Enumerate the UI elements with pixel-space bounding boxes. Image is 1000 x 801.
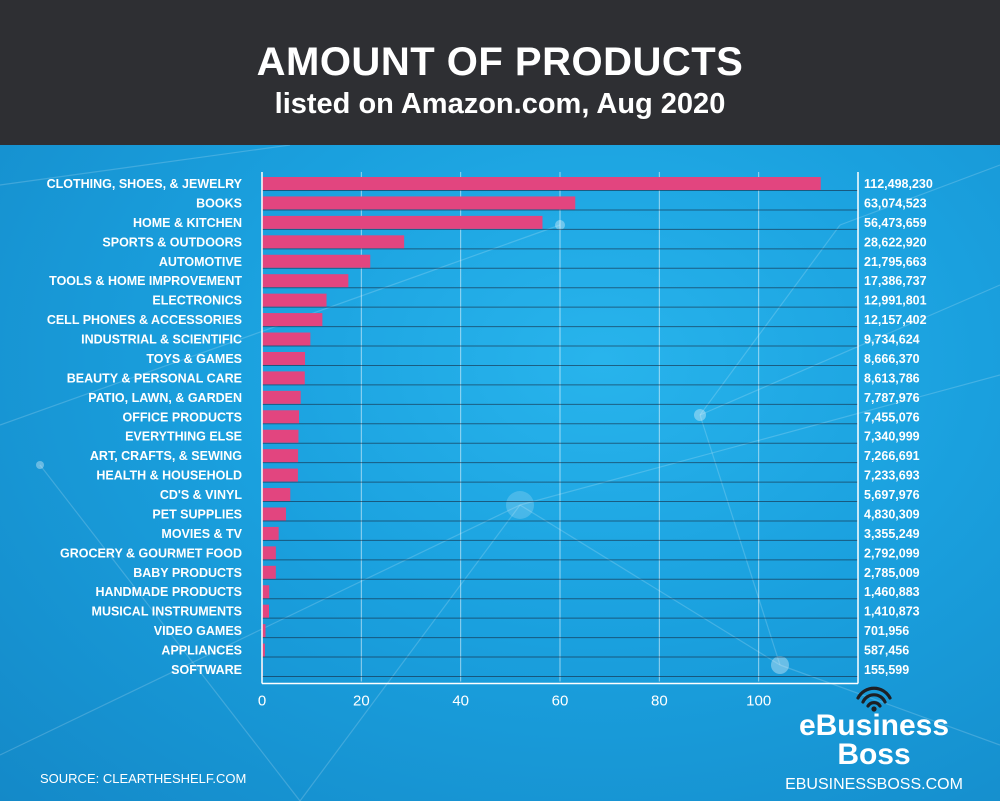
value-label: 2,792,099 — [864, 546, 920, 560]
category-label: ART, CRAFTS, & SEWING — [90, 449, 242, 463]
x-tick-label: 80 — [651, 693, 668, 710]
brand-name-line-2: Boss — [837, 738, 911, 771]
value-label: 9,734,624 — [864, 333, 920, 347]
category-label: VIDEO GAMES — [154, 624, 242, 638]
category-label: GROCERY & GOURMET FOOD — [60, 546, 242, 560]
bar — [262, 565, 276, 579]
bar — [262, 332, 311, 346]
x-tick-label: 100 — [746, 693, 771, 710]
background-network-pattern — [0, 145, 1000, 801]
bar — [262, 254, 371, 268]
value-label: 8,666,370 — [864, 352, 920, 366]
value-label: 28,622,920 — [864, 235, 927, 249]
x-tick-label: 0 — [258, 693, 266, 710]
value-label: 21,795,663 — [864, 255, 927, 269]
bar — [262, 313, 323, 327]
category-label: CLOTHING, SHOES, & JEWELRY — [47, 177, 243, 191]
value-label: 1,410,873 — [864, 605, 920, 619]
bar — [262, 196, 576, 210]
category-label: MOVIES & TV — [161, 527, 242, 541]
value-label: 155,599 — [864, 663, 909, 677]
bar — [262, 274, 349, 288]
value-label: 17,386,737 — [864, 274, 927, 288]
value-label: 112,498,230 — [864, 177, 933, 191]
source-note: SOURCE: CLEARTHESHELF.COM — [40, 771, 247, 786]
bar — [262, 410, 300, 424]
bar — [262, 585, 270, 599]
category-label: BEAUTY & PERSONAL CARE — [67, 371, 242, 385]
category-label: ELECTRONICS — [152, 294, 242, 308]
bar — [262, 604, 270, 618]
value-label: 7,233,693 — [864, 469, 920, 483]
value-label: 63,074,523 — [864, 196, 927, 210]
category-label: AUTOMOTIVE — [159, 255, 242, 269]
value-label: 7,340,999 — [864, 430, 920, 444]
value-label: 8,613,786 — [864, 371, 920, 385]
category-label: SPORTS & OUTDOORS — [102, 235, 242, 249]
bar — [262, 643, 265, 657]
value-label: 2,785,009 — [864, 566, 920, 580]
header: AMOUNT OF PRODUCTS listed on Amazon.com,… — [0, 0, 1000, 145]
category-label: HOME & KITCHEN — [133, 216, 242, 230]
category-label: CD'S & VINYL — [160, 488, 243, 502]
value-label: 12,991,801 — [864, 294, 927, 308]
category-label: INDUSTRIAL & SCIENTIFIC — [81, 333, 242, 347]
x-tick-label: 20 — [353, 693, 370, 710]
bar — [262, 488, 291, 502]
category-label: TOOLS & HOME IMPROVEMENT — [49, 274, 242, 288]
bar — [262, 351, 306, 365]
bar — [262, 390, 301, 404]
category-label: TOYS & GAMES — [146, 352, 242, 366]
category-label: APPLIANCES — [161, 644, 242, 658]
value-label: 4,830,309 — [864, 507, 920, 521]
category-label: MUSICAL INSTRUMENTS — [92, 605, 242, 619]
value-label: 12,157,402 — [864, 313, 927, 327]
value-label: 3,355,249 — [864, 527, 920, 541]
category-label: HEALTH & HOUSEHOLD — [96, 469, 242, 483]
bar — [262, 293, 327, 307]
page-subtitle: listed on Amazon.com, Aug 2020 — [274, 88, 726, 120]
bar — [262, 546, 276, 560]
value-label: 56,473,659 — [864, 216, 927, 230]
value-label: 1,460,883 — [864, 585, 920, 599]
bar — [262, 507, 286, 521]
category-label: BABY PRODUCTS — [133, 566, 242, 580]
category-label: OFFICE PRODUCTS — [123, 410, 242, 424]
category-label: HANDMADE PRODUCTS — [95, 585, 242, 599]
bar — [262, 624, 266, 638]
category-label: CELL PHONES & ACCESSORIES — [47, 313, 242, 327]
value-label: 7,455,076 — [864, 410, 920, 424]
bar — [262, 235, 405, 249]
wifi-signal-icon — [856, 686, 892, 712]
value-label: 701,956 — [864, 624, 909, 638]
bar — [262, 177, 821, 190]
page-title: AMOUNT OF PRODUCTS — [256, 40, 744, 84]
brand-name-line-1: eBusiness — [798, 709, 950, 742]
bar — [262, 371, 305, 385]
brand-url: EBUSINESSBOSS.COM — [785, 776, 963, 793]
category-label: PET SUPPLIES — [152, 507, 242, 521]
x-tick-label: 40 — [452, 693, 469, 710]
x-tick-label: 60 — [552, 693, 569, 710]
bar — [262, 429, 299, 443]
value-label: 7,266,691 — [864, 449, 920, 463]
category-label: BOOKS — [196, 196, 242, 210]
bar — [262, 215, 543, 229]
value-label: 7,787,976 — [864, 391, 920, 405]
category-label: PATIO, LAWN, & GARDEN — [88, 391, 242, 405]
value-label: 5,697,976 — [864, 488, 920, 502]
category-label: SOFTWARE — [171, 663, 242, 677]
value-label: 587,456 — [864, 644, 909, 658]
bar — [262, 526, 279, 540]
category-label: EVERYTHING ELSE — [125, 430, 242, 444]
brand-logo: eBusiness Boss EBUSINESSBOSS.COM — [760, 686, 988, 794]
bar — [262, 449, 299, 463]
bar — [262, 468, 298, 482]
